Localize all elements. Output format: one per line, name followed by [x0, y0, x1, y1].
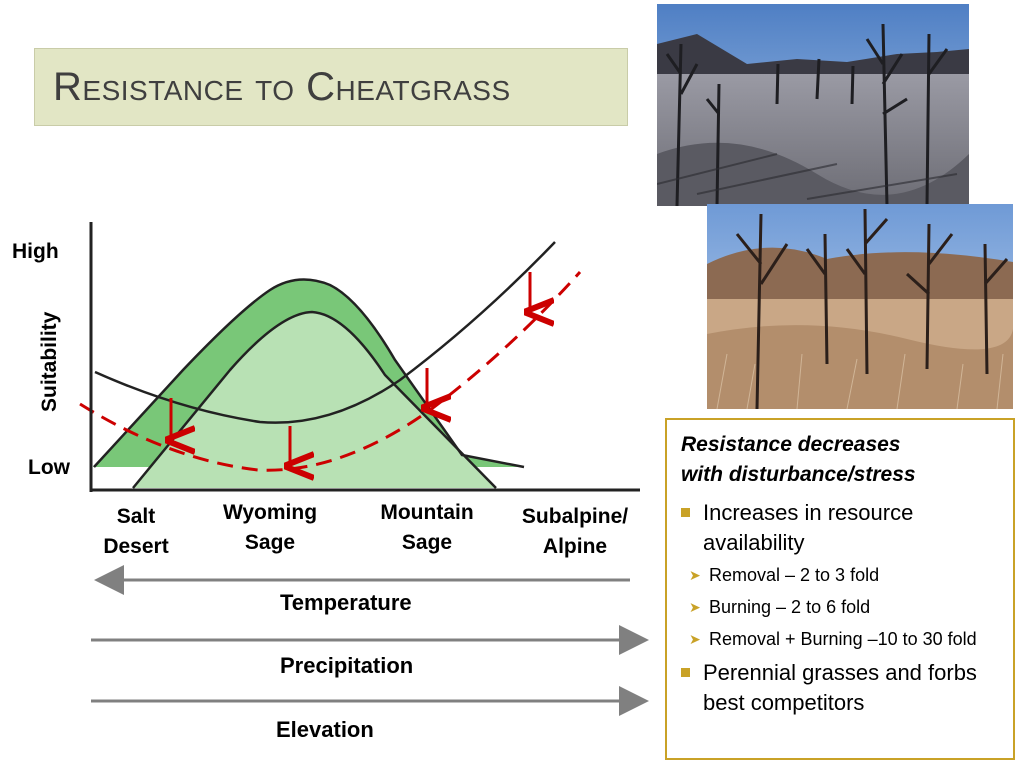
info-heading: Resistance decreases with disturbance/st…: [681, 430, 1001, 490]
zone-label-line2: Alpine: [542, 535, 608, 558]
zone-salt-desert: Salt Desert: [95, 502, 177, 562]
arrowhead-bullet-icon: ➤: [689, 599, 701, 615]
outer-band-edge: [93, 278, 525, 469]
square-bullet-icon: [681, 508, 690, 517]
y-high-label: High: [12, 240, 59, 263]
zone-label-line1: Mountain: [380, 501, 474, 524]
suitability-diagram: High Low Suitability Salt Desert Wyoming…: [0, 200, 660, 768]
inner-band-edge: [132, 310, 497, 489]
zone-wyoming-sage: Wyoming Sage: [210, 498, 330, 558]
y-axis-title: Suitability: [38, 311, 61, 412]
sub-bullet-item: ➤ Burning – 2 to 6 fold: [679, 594, 1001, 620]
zone-label-line1: Subalpine/: [521, 505, 629, 528]
sub-bullet-item: ➤ Removal + Burning –10 to 30 fold: [679, 626, 1001, 652]
zone-label-line2: Desert: [103, 535, 169, 558]
info-heading-line2: with disturbance/stress: [681, 463, 916, 486]
square-bullet-icon: [681, 668, 690, 677]
bullet-text: Perennial grasses and forbs best competi…: [703, 660, 977, 715]
zone-mountain-sage: Mountain Sage: [365, 498, 489, 558]
temperature-label: Temperature: [280, 590, 412, 615]
precipitation-label: Precipitation: [280, 653, 414, 678]
arrowhead-bullet-icon: ➤: [689, 567, 701, 583]
zone-subalpine-alpine: Subalpine/ Alpine: [505, 502, 645, 562]
bullet-item: Perennial grasses and forbs best competi…: [679, 658, 1001, 718]
bullet-text: Increases in resource availability: [703, 500, 914, 555]
inner-suitability-band: [133, 312, 496, 488]
zone-label-line2: Sage: [244, 531, 296, 554]
bullet-text: Burning – 2 to 6 fold: [709, 597, 871, 617]
elevation-label: Elevation: [276, 717, 374, 742]
zone-label-line2: Sage: [401, 531, 453, 554]
burned-forest-photo: [657, 4, 969, 206]
arrowhead-bullet-icon: ➤: [689, 631, 701, 647]
cheatgrass-curve: [94, 241, 556, 424]
info-box: Resistance decreases with disturbance/st…: [665, 418, 1015, 760]
bullet-list: Increases in resource availability ➤ Rem…: [679, 498, 1001, 718]
bullet-text: Removal – 2 to 3 fold: [709, 565, 880, 585]
slide-title: Resistance to Cheatgrass: [53, 64, 511, 109]
burned-grassland-photo: [707, 204, 1013, 409]
info-heading-line1: Resistance decreases: [681, 433, 901, 456]
bullet-item: Increases in resource availability: [679, 498, 1001, 558]
diagram-graphics: [79, 222, 649, 716]
y-low-label: Low: [28, 456, 70, 479]
title-banner: Resistance to Cheatgrass: [34, 48, 628, 126]
bullet-text: Removal + Burning –10 to 30 fold: [709, 629, 977, 649]
zone-label-line1: Salt: [116, 505, 156, 528]
sub-bullet-item: ➤ Removal – 2 to 3 fold: [679, 562, 1001, 588]
zone-label-line1: Wyoming: [222, 501, 318, 524]
